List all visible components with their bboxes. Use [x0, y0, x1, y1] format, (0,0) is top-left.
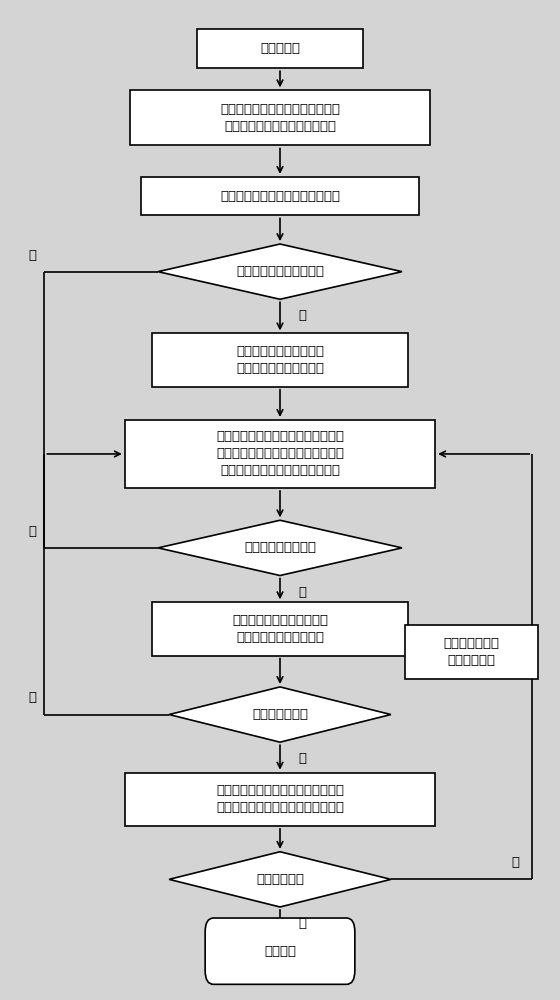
Text: 对相连的结构依据其灰度値
的反値再进行分水岭分割: 对相连的结构依据其灰度値 的反値再进行分水岭分割	[232, 614, 328, 644]
Text: 依据相减之后的
结构进行标记: 依据相减之后的 结构进行标记	[444, 637, 500, 667]
Polygon shape	[169, 852, 391, 907]
FancyBboxPatch shape	[141, 177, 419, 215]
FancyBboxPatch shape	[125, 420, 435, 488]
FancyBboxPatch shape	[405, 625, 538, 679]
Text: 是: 是	[298, 586, 306, 599]
FancyBboxPatch shape	[152, 602, 408, 656]
Text: 读入体数据: 读入体数据	[260, 42, 300, 55]
Text: 是否有相连的结构？: 是否有相连的结构？	[244, 541, 316, 554]
FancyBboxPatch shape	[205, 918, 355, 984]
Text: 否: 否	[28, 691, 36, 704]
Text: 是: 是	[298, 309, 306, 322]
FancyBboxPatch shape	[130, 90, 430, 145]
Text: 是: 是	[512, 856, 520, 869]
Text: 在体数据中查找属于该分
类器的体素，并进行标记: 在体数据中查找属于该分 类器的体素，并进行标记	[236, 345, 324, 375]
Polygon shape	[158, 244, 402, 299]
Text: 原始相连的结构减去获得的完整结构
的体素以得到被过分割的感兴趣结构: 原始相连的结构减去获得的完整结构 的体素以得到被过分割的感兴趣结构	[216, 784, 344, 814]
Text: 是: 是	[298, 752, 306, 765]
FancyBboxPatch shape	[125, 773, 435, 826]
Text: 否: 否	[28, 249, 36, 262]
Text: 计算每个体素两个属性値，由这两
个属性値构成两维传递函数空间: 计算每个体素两个属性値，由这两 个属性値构成两维传递函数空间	[220, 103, 340, 133]
FancyBboxPatch shape	[152, 333, 408, 387]
Text: 否: 否	[298, 917, 306, 930]
Text: 是否有散点？: 是否有散点？	[256, 873, 304, 886]
Polygon shape	[169, 687, 391, 742]
Text: 区分不同的感兴趣结构？: 区分不同的感兴趣结构？	[236, 265, 324, 278]
Text: 是否有过分割？: 是否有过分割？	[252, 708, 308, 721]
Text: 针对感兴趣的结构设计出传递函数: 针对感兴趣的结构设计出传递函数	[220, 190, 340, 203]
Text: 绘制结果: 绘制结果	[264, 945, 296, 958]
Text: 对标记之后的体数据进行取反操作，
并对其进行分水岭算法的分割算法，
然后显示出不同结构的可视化结果: 对标记之后的体数据进行取反操作， 并对其进行分水岭算法的分割算法， 然后显示出不…	[216, 430, 344, 477]
FancyBboxPatch shape	[197, 29, 363, 68]
Text: 否: 否	[28, 525, 36, 538]
Polygon shape	[158, 520, 402, 576]
